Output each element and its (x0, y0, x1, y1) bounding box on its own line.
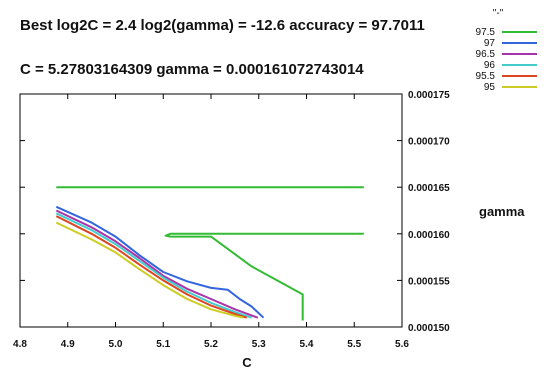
x-tick-label: 5.6 (395, 339, 409, 350)
series-line-95-5-seg-0 (55, 215, 248, 319)
series-line-96-5-seg-0 (55, 209, 259, 319)
y-tick-label: 0.000155 (408, 276, 450, 287)
plot-frame (19, 93, 403, 328)
x-tick-label: 5.1 (156, 339, 170, 350)
x-tick-label: 4.8 (13, 339, 27, 350)
x-tick-label: 5.2 (204, 339, 218, 350)
legend-label: 95.5 (476, 71, 496, 82)
chart-title-line2: C = 5.27803164309 gamma = 0.000161072743… (20, 61, 364, 78)
x-tick-label: 4.9 (61, 339, 75, 350)
plot-layer (19, 93, 403, 328)
y-tick-label: 0.000150 (408, 323, 450, 334)
series-line-97-seg-0 (55, 205, 265, 319)
x-tick-label: 5.5 (347, 339, 361, 350)
legend-label: 97.5 (476, 27, 496, 38)
legend-label: 96 (484, 60, 496, 71)
legend-label: 95 (484, 82, 496, 93)
legend-title: "-" (493, 8, 504, 19)
y-tick-label: 0.000170 (408, 137, 450, 148)
tick-layer: 4.8 4.9 5.0 5.1 5.2 5.3 5.4 5.5 5.6 0.000150 0.000… (13, 90, 450, 350)
series-line-95-seg-0 (55, 221, 244, 319)
y-axis-label: gamma (479, 204, 525, 219)
chart-title-line1: Best log2C = 2.4 log2(gamma) = -12.6 acc… (20, 17, 425, 34)
series-line-97-5-seg-1 (164, 232, 364, 321)
y-tick-label: 0.000175 (408, 90, 450, 101)
y-tick-label: 0.000160 (408, 230, 450, 241)
x-tick-label: 5.3 (252, 339, 266, 350)
y-tick-label: 0.000165 (408, 183, 450, 194)
legend-label: 96.5 (476, 49, 496, 60)
x-tick-label: 5.4 (300, 339, 314, 350)
x-axis-label: C (242, 355, 252, 370)
x-tick-label: 5.0 (109, 339, 123, 350)
legend-label: 97 (484, 38, 496, 49)
series-line-96-seg-0 (55, 212, 252, 319)
